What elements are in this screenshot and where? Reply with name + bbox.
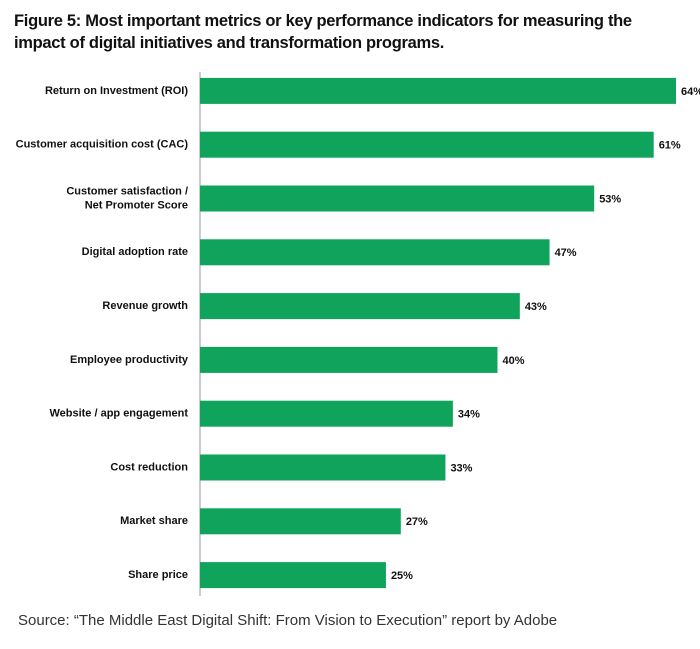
bar xyxy=(200,77,676,104)
value-label: 64% xyxy=(681,86,700,98)
bar xyxy=(200,131,654,158)
y-tick-label: Employee productivity xyxy=(70,354,189,366)
chart-title: Figure 5: Most important metrics or key … xyxy=(14,12,632,52)
y-tick-label: Website / app engagement xyxy=(49,408,188,420)
bar xyxy=(200,293,520,320)
source-note: Source: “The Middle East Digital Shift: … xyxy=(18,612,558,629)
bar xyxy=(200,400,453,427)
y-tick-label: Digital adoption rate xyxy=(82,246,188,258)
value-label: 33% xyxy=(450,462,472,474)
bar xyxy=(200,346,498,373)
y-tick-label: Customer acquisition cost (CAC) xyxy=(16,139,189,151)
value-label: 47% xyxy=(555,247,577,259)
y-tick-label: Revenue growth xyxy=(102,300,188,312)
value-label: 53% xyxy=(599,193,621,205)
y-tick-label: Cost reduction xyxy=(110,461,188,473)
y-tick-label: Return on Investment (ROI) xyxy=(45,85,188,97)
value-label: 61% xyxy=(659,140,681,152)
bar xyxy=(200,185,595,212)
value-label: 27% xyxy=(406,516,428,528)
value-label: 43% xyxy=(525,301,547,313)
y-tick-label: Market share xyxy=(120,515,188,527)
value-label: 34% xyxy=(458,409,480,421)
bar xyxy=(200,239,550,266)
bar xyxy=(200,454,446,481)
y-tick-label: Share price xyxy=(128,569,188,581)
value-label: 25% xyxy=(391,570,413,582)
value-label: 40% xyxy=(503,355,525,367)
y-tick-label: Customer satisfaction / Net Promoter Scor… xyxy=(66,185,188,211)
bar xyxy=(200,562,386,589)
bar xyxy=(200,508,401,535)
